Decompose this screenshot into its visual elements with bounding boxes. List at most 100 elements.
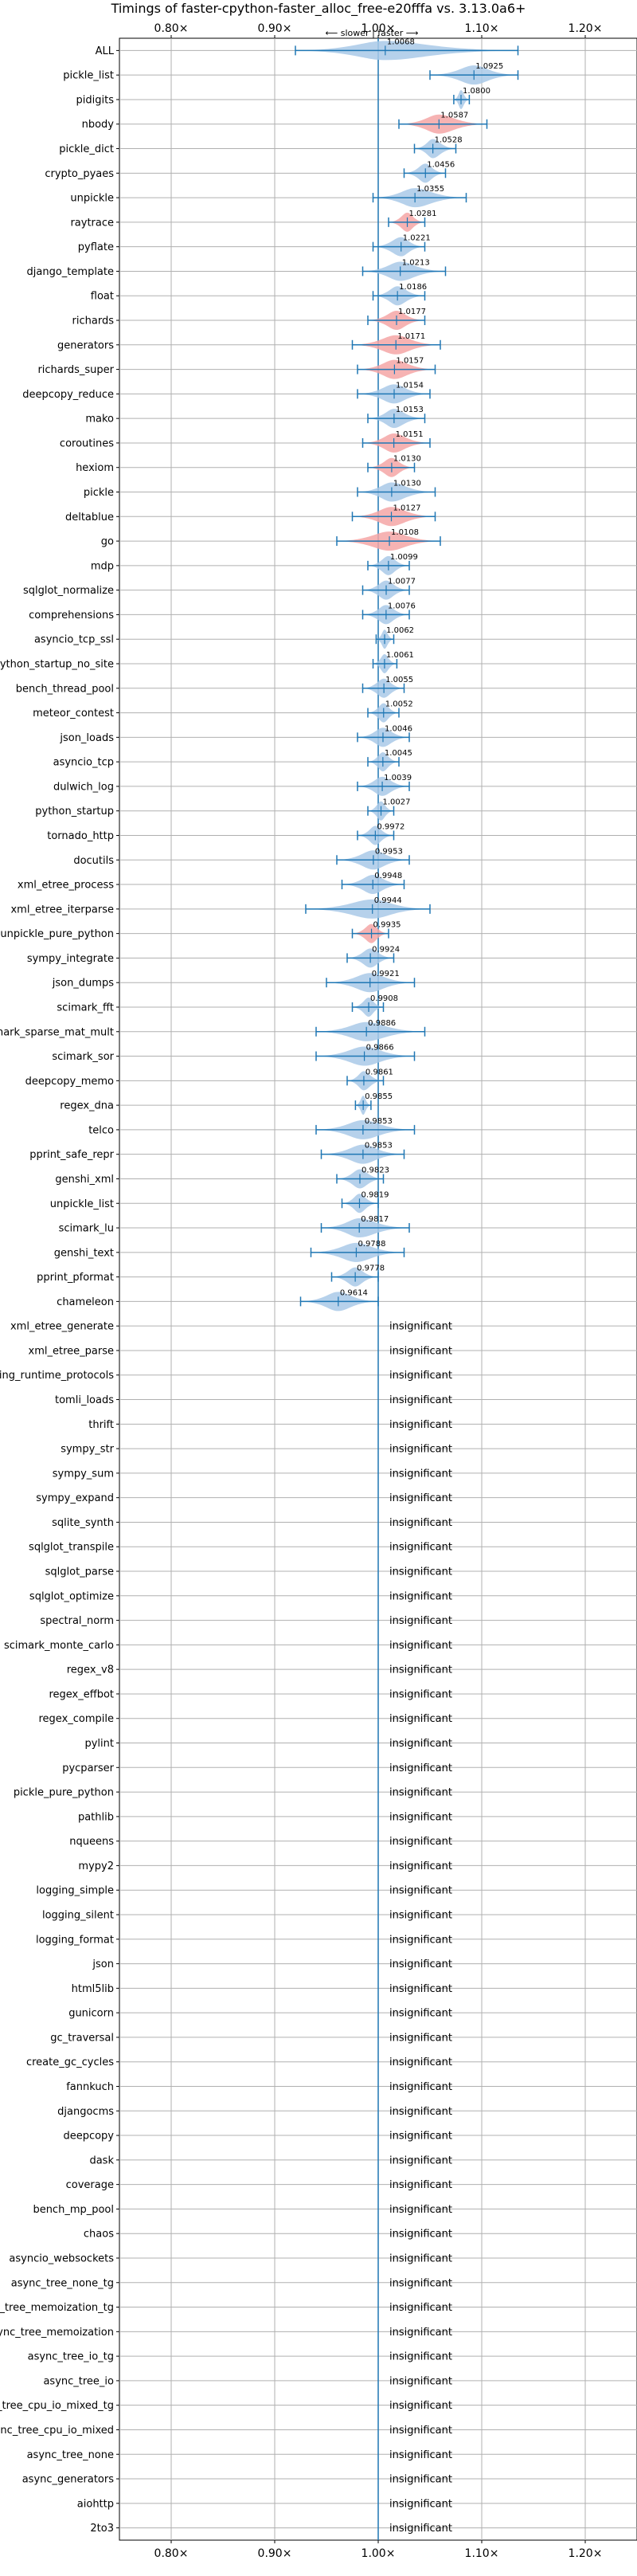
benchmark-label: scimark_lu	[59, 1223, 114, 1235]
insignificant-label: insignificant	[389, 2008, 452, 2020]
insignificant-label: insignificant	[389, 2106, 452, 2118]
insignificant-label: insignificant	[389, 1345, 452, 1357]
insignificant-label: insignificant	[389, 1542, 452, 1554]
benchmark-label: sympy_str	[61, 1444, 114, 1456]
insignificant-label: insignificant	[389, 1983, 452, 1995]
benchmark-label: regex_compile	[38, 1713, 114, 1725]
benchmark-label: spectral_norm	[40, 1615, 114, 1627]
benchmark-label: coroutines	[60, 437, 114, 449]
benchmark-label: asyncio_tcp_ssl	[34, 634, 114, 646]
insignificant-label: insignificant	[389, 1738, 452, 1750]
value-label: 1.0027	[383, 798, 411, 807]
value-label: 0.9861	[365, 1068, 393, 1076]
benchmark-label: djangocms	[57, 2106, 114, 2118]
benchmark-label: unpickle	[70, 193, 114, 205]
benchmark-label: dulwich_log	[53, 781, 114, 793]
benchmark-label: scimark_sparse_mat_mult	[0, 1026, 114, 1038]
benchmark-label: nbody	[82, 119, 115, 131]
value-label: 0.9886	[368, 1019, 396, 1028]
benchmark-label: async_tree_cpu_io_mixed_tg	[0, 2400, 114, 2412]
x-tick-label-bottom: 1.20×	[569, 2547, 603, 2560]
benchmark-label: hexiom	[76, 462, 114, 474]
benchmark-label: typing_runtime_protocols	[0, 1370, 114, 1382]
value-label: 1.0052	[385, 700, 413, 709]
benchmark-label: pprint_safe_repr	[29, 1149, 114, 1161]
benchmark-label: create_gc_cycles	[26, 2056, 114, 2068]
insignificant-label: insignificant	[389, 1713, 452, 1725]
x-tick-label-bottom: 1.10×	[465, 2547, 499, 2560]
benchmark-label: tomli_loads	[55, 1394, 114, 1406]
value-label: 1.0221	[403, 234, 431, 243]
x-tick-label-bottom: 0.80×	[154, 2547, 189, 2560]
benchmark-label: genshi_xml	[55, 1174, 114, 1186]
benchmark-label: json_dumps	[52, 978, 114, 990]
benchmark-label: sqlglot_optimize	[29, 1590, 114, 1602]
benchmark-label: bench_mp_pool	[33, 2204, 114, 2216]
insignificant-label: insignificant	[389, 2400, 452, 2412]
insignificant-label: insignificant	[389, 1688, 452, 1700]
x-tick-label-top: 0.90×	[258, 22, 292, 35]
value-label: 1.0068	[387, 37, 415, 46]
benchmark-label: bench_thread_pool	[16, 683, 114, 695]
benchmark-label: tornado_http	[47, 830, 114, 842]
benchmark-label: telco	[88, 1124, 114, 1136]
benchmark-label: mako	[85, 414, 114, 425]
benchmark-label: async_tree_memoization	[0, 2327, 114, 2339]
insignificant-label: insignificant	[389, 2229, 452, 2241]
value-label: 1.0130	[393, 480, 421, 488]
benchmark-label: deepcopy_reduce	[22, 389, 114, 401]
insignificant-label: insignificant	[389, 2449, 452, 2461]
value-label: 1.0186	[399, 283, 427, 292]
value-label: 1.0046	[385, 724, 412, 733]
benchmark-label: nqueens	[69, 1836, 114, 1848]
x-tick-label-top: 1.00×	[361, 22, 396, 35]
insignificant-label: insignificant	[389, 1517, 452, 1529]
benchmark-label: sqlite_synth	[52, 1517, 114, 1529]
benchmark-label: float	[91, 291, 114, 303]
value-label: 1.0213	[402, 258, 430, 267]
direction-annotation: ⟵ slower | faster ⟶	[326, 28, 419, 38]
benchmark-label: chameleon	[57, 1296, 114, 1308]
insignificant-label: insignificant	[389, 2277, 452, 2289]
value-label: 0.9853	[365, 1142, 393, 1151]
value-label: 1.0151	[396, 430, 424, 439]
benchmark-label: sqlglot_transpile	[29, 1542, 114, 1554]
benchmark-label: pylint	[84, 1738, 114, 1750]
value-label: 0.9778	[357, 1264, 385, 1273]
value-label: 1.0055	[385, 676, 413, 684]
benchmark-label: html5lib	[72, 1983, 114, 1995]
x-tick-label-bottom: 1.00×	[361, 2547, 396, 2560]
x-tick-label-bottom: 0.90×	[258, 2547, 292, 2560]
benchmark-label: xml_etree_iterparse	[10, 904, 114, 916]
value-label: 1.0061	[386, 651, 414, 660]
value-label: 1.0456	[427, 160, 455, 169]
benchmark-label: unpickle_list	[50, 1198, 114, 1210]
value-label: 0.9944	[374, 896, 402, 905]
insignificant-label: insignificant	[389, 2032, 452, 2044]
value-label: 0.9614	[340, 1288, 368, 1297]
value-label: 1.0925	[475, 62, 503, 71]
benchmark-label: regex_dna	[60, 1100, 114, 1112]
value-label: 1.0108	[391, 528, 419, 537]
benchmark-label: gunicorn	[68, 2008, 114, 2020]
insignificant-label: insignificant	[389, 1860, 452, 1872]
insignificant-label: insignificant	[389, 1934, 452, 1946]
benchmark-label: json_loads	[59, 732, 114, 744]
insignificant-label: insignificant	[389, 1419, 452, 1431]
benchmark-label: sympy_integrate	[27, 953, 114, 965]
value-label: 1.0062	[386, 626, 414, 635]
benchmark-label: meteor_contest	[33, 708, 114, 719]
insignificant-label: insignificant	[389, 1370, 452, 1382]
insignificant-label: insignificant	[389, 1640, 452, 1652]
benchmark-label: sympy_expand	[36, 1492, 114, 1504]
benchmark-label: mdp	[91, 560, 114, 572]
value-label: 0.9853	[365, 1117, 393, 1126]
insignificant-label: insignificant	[389, 2204, 452, 2216]
insignificant-label: insignificant	[389, 1885, 452, 1897]
benchmark-label: xml_etree_generate	[10, 1321, 114, 1333]
value-label: 0.9823	[361, 1166, 389, 1174]
benchmark-label: pyflate	[78, 241, 114, 253]
benchmark-label: deepcopy	[63, 2131, 114, 2143]
benchmark-label: richards_super	[37, 364, 114, 376]
